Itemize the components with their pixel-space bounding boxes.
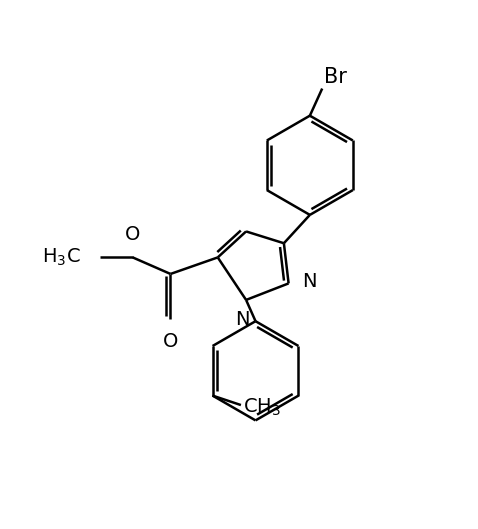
Text: CH$_3$: CH$_3$ — [243, 397, 281, 418]
Text: H$_3$C: H$_3$C — [42, 247, 81, 268]
Text: Br: Br — [324, 67, 347, 87]
Text: O: O — [125, 225, 141, 244]
Text: N: N — [302, 271, 316, 290]
Text: O: O — [163, 332, 178, 351]
Text: N: N — [235, 311, 250, 330]
